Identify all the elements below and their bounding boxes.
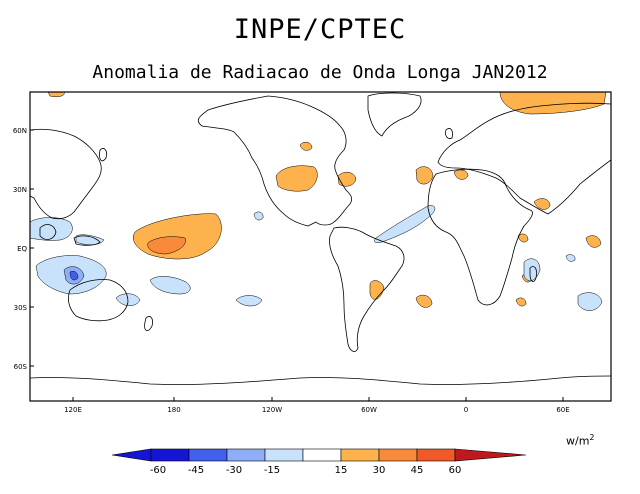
axis-ticks — [30, 129, 564, 401]
anomaly-patch — [30, 217, 73, 241]
coastline-east-asia — [30, 128, 102, 220]
anomaly-patch — [149, 276, 191, 295]
anomaly-patch — [577, 292, 603, 311]
coastline-madagascar — [529, 266, 537, 282]
coastline-uk — [445, 128, 453, 139]
chart-title: INPE/CPTEC — [233, 14, 407, 45]
colorbar-label: -60 — [150, 465, 166, 476]
coastline-north-america — [197, 95, 353, 227]
anomaly-patch — [253, 211, 264, 221]
lat-label-eq: EQ — [17, 245, 27, 253]
colorbar-label: -15 — [264, 465, 280, 476]
colorbar-swatch — [150, 448, 190, 462]
anomaly-patches — [30, 92, 607, 311]
units-base: w/m — [566, 434, 590, 448]
colorbar-swatch — [416, 448, 456, 462]
anomaly-patch — [565, 254, 576, 262]
anomaly-patch — [533, 198, 551, 210]
lat-label-30n: 30N — [13, 186, 27, 194]
anomaly-patch — [299, 141, 313, 151]
colorbar-label: -45 — [188, 465, 204, 476]
colorbar-label: 30 — [373, 465, 386, 476]
coastline-borneo — [39, 224, 57, 240]
anomaly-patch — [147, 236, 186, 255]
units-label: w/m2 — [566, 433, 595, 448]
anomaly-patch — [585, 235, 602, 248]
coastline-new-zealand — [144, 316, 153, 332]
anomaly-patch — [69, 271, 79, 281]
colorbar-swatch-below-min — [111, 448, 152, 462]
colorbar-label: -30 — [226, 465, 242, 476]
colorbar-label: 60 — [449, 465, 462, 476]
colorbar-label: 45 — [411, 465, 424, 476]
units-exponent: 2 — [589, 433, 595, 442]
colorbar-label: 15 — [335, 465, 348, 476]
lat-label-60s: 60S — [14, 363, 28, 371]
colorbar-swatch — [188, 448, 228, 462]
colorbar-swatch — [340, 448, 380, 462]
lon-label-180: 180 — [167, 406, 180, 414]
colorbar-swatch — [264, 448, 304, 462]
lon-label-120w: 120W — [262, 406, 282, 414]
anomaly-patch — [132, 213, 222, 260]
colorbar: -60 -45 -30 -15 15 30 45 60 — [111, 448, 527, 476]
colorbar-swatch — [302, 448, 342, 462]
lat-label-30s: 30S — [14, 304, 28, 312]
colorbar-swatch-above-max — [454, 448, 527, 462]
lon-label-60e: 60E — [556, 406, 569, 414]
anomaly-patch — [337, 171, 357, 187]
coastline-eurasia — [437, 102, 611, 215]
anomaly-patch — [369, 280, 385, 300]
lon-label-120e: 120E — [64, 406, 82, 414]
anomaly-patch — [523, 258, 541, 282]
anomaly-patch — [275, 165, 318, 192]
anomaly-patch — [75, 234, 105, 245]
lat-label-60n: 60N — [13, 127, 27, 135]
colorbar-swatch — [226, 448, 266, 462]
coastline-australia — [68, 279, 129, 322]
anomaly-patch — [517, 233, 529, 243]
anomaly-patch — [515, 297, 527, 307]
anomaly-patch — [453, 169, 469, 180]
anomaly-patch — [415, 166, 434, 185]
anomaly-patch — [235, 295, 263, 307]
coastline-antarctica — [30, 375, 611, 385]
coastlines — [30, 92, 611, 385]
lon-label-0: 0 — [464, 406, 468, 414]
coastline-greenland — [367, 92, 422, 137]
coastline-japan — [99, 148, 107, 162]
coastline-south-america — [329, 226, 405, 352]
coastline-new-guinea — [73, 235, 101, 246]
anomaly-patch — [47, 92, 65, 98]
anomaly-patch — [374, 205, 436, 244]
anomaly-patch — [499, 92, 607, 115]
lon-label-60w: 60W — [361, 406, 377, 414]
anomaly-patch — [415, 294, 433, 308]
chart-subtitle: Anomalia de Radiacao de Onda Longa JAN20… — [92, 62, 548, 83]
colorbar-swatch — [378, 448, 418, 462]
coastline-africa — [427, 168, 533, 306]
map-frame — [29, 91, 612, 402]
